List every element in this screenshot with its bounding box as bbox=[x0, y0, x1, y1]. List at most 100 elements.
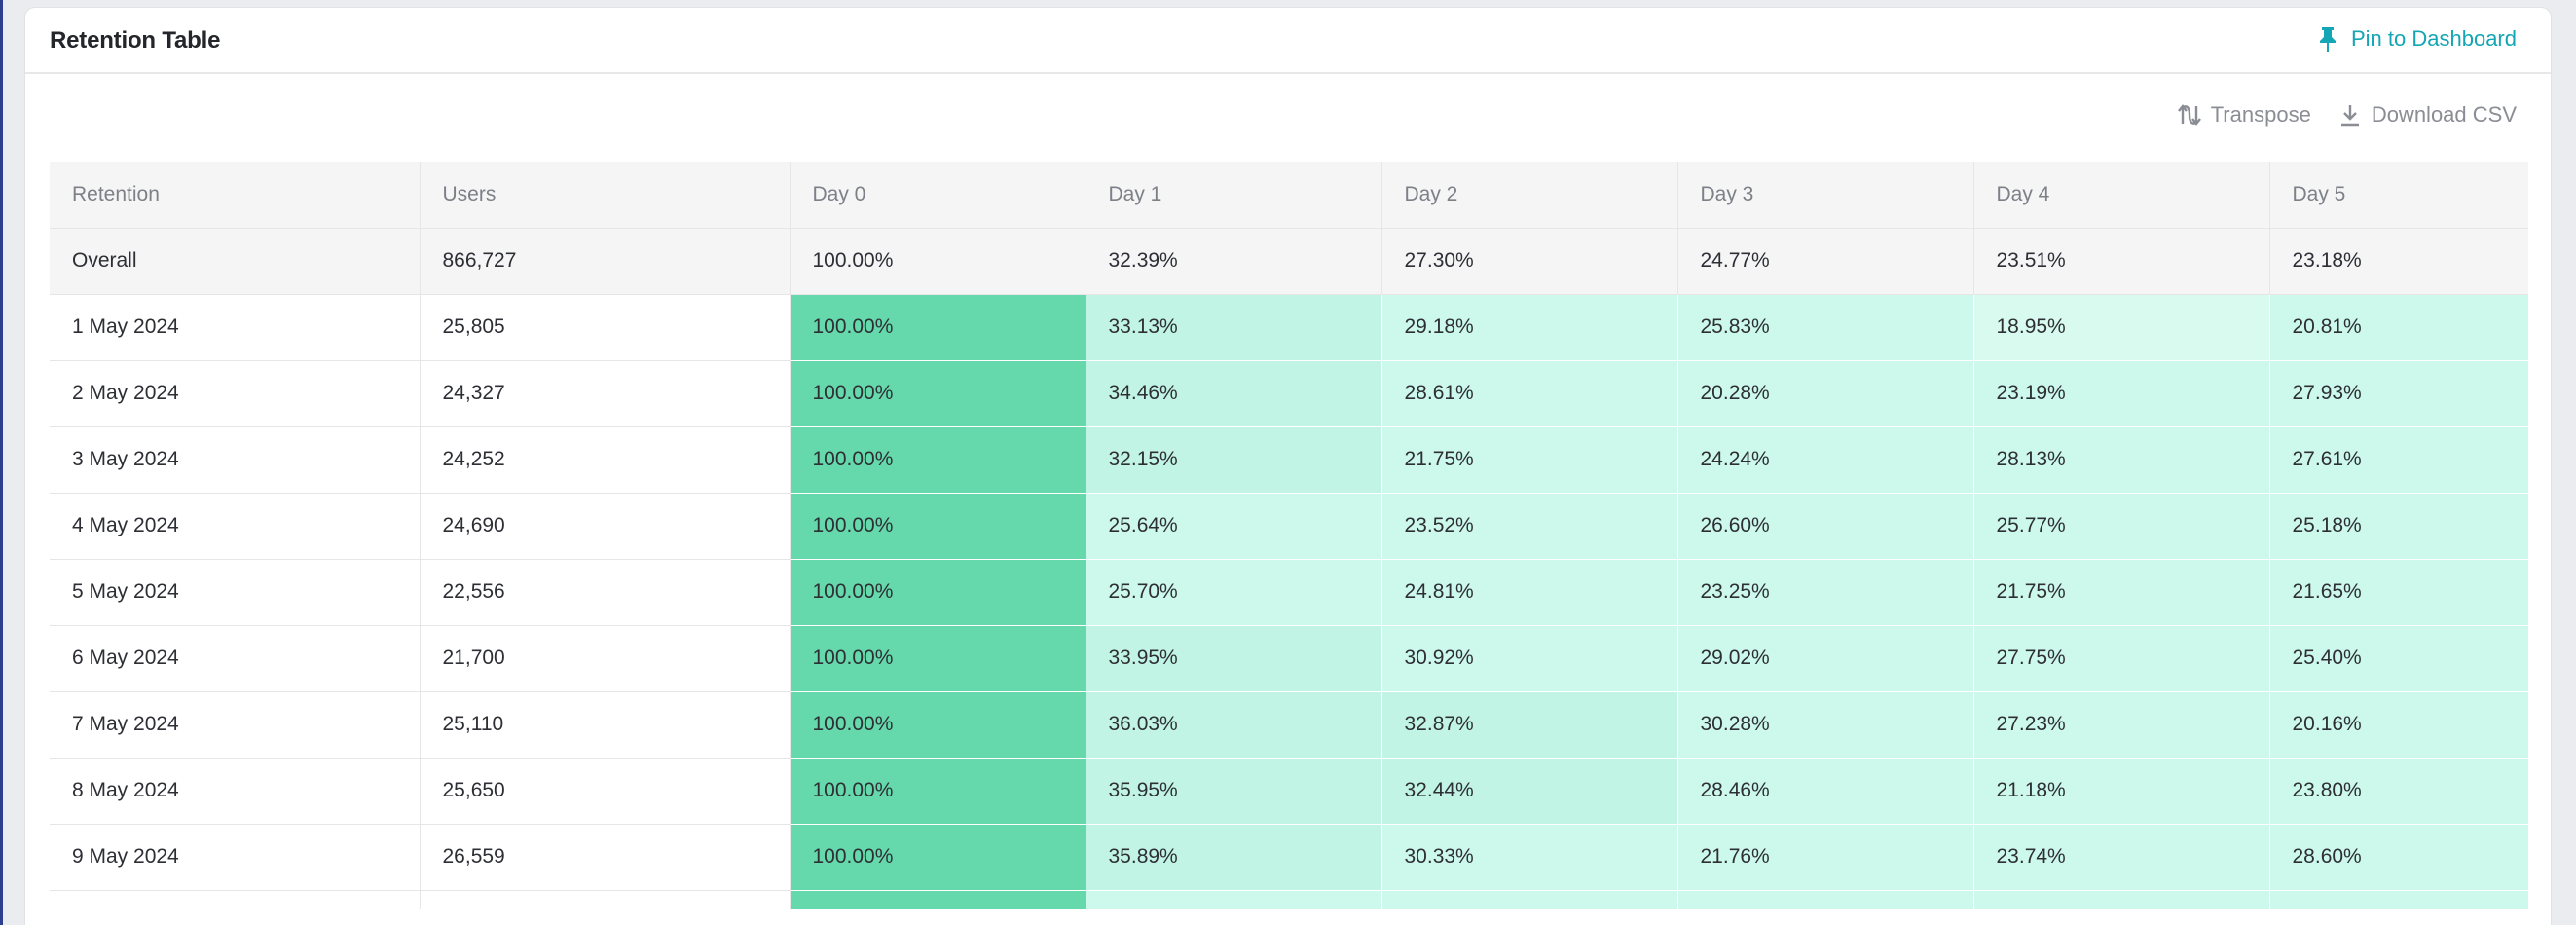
cohort-row: 5 May 2024 22,556 100.00% 25.70% 24.81% 23.25… bbox=[50, 559, 2528, 626]
users-cell: 25,805 bbox=[420, 294, 791, 361]
retention-day-4-cell: 23.74% bbox=[1973, 824, 2270, 891]
retention-day-1-cell: 35.89% bbox=[1086, 824, 1382, 891]
retention-day-5-cell: 25.40% bbox=[2269, 625, 2528, 692]
column-header[interactable]: Day 1 bbox=[1086, 162, 1382, 229]
download-csv-button[interactable]: Download CSV bbox=[2338, 102, 2517, 128]
users-cell: 21,700 bbox=[420, 625, 791, 692]
retention-day-0-cell: 100.00% bbox=[790, 559, 1086, 626]
column-header[interactable]: Day 4 bbox=[1973, 162, 2270, 229]
retention-day-5-cell: 23.80% bbox=[2269, 758, 2528, 825]
cohort-label-cell: 9 May 2024 bbox=[50, 824, 421, 891]
retention-day-4-cell: 25.77% bbox=[1973, 493, 2270, 560]
retention-day-4-cell: 28.13% bbox=[1973, 426, 2270, 494]
retention-table-wrapper[interactable]: Retention Users Day 0 Day 1 Day 2 Day 3 … bbox=[50, 162, 2528, 909]
cohort-row: 9 May 2024 26,559 100.00% 35.89% 30.33% 21.76… bbox=[50, 824, 2528, 891]
users-cell: 26,559 bbox=[420, 824, 791, 891]
transpose-icon bbox=[2177, 104, 2201, 126]
retention-day-3-cell: 23.25% bbox=[1677, 559, 1974, 626]
cohort-label-cell: 2 May 2024 bbox=[50, 360, 421, 427]
retention-day-2-cell: 21.75% bbox=[1381, 426, 1678, 494]
column-header[interactable]: Day 3 bbox=[1677, 162, 1974, 229]
retention-day-2-cell: 32.87% bbox=[1381, 691, 1678, 758]
retention-day-0-cell bbox=[790, 890, 1086, 909]
cohort-row bbox=[50, 890, 2528, 909]
cohort-row: 3 May 2024 24,252 100.00% 32.15% 21.75% 24.24… bbox=[50, 426, 2528, 494]
retention-day-1-cell: 25.64% bbox=[1086, 493, 1382, 560]
retention-day-3-cell: 21.76% bbox=[1677, 824, 1974, 891]
cohort-row: 2 May 2024 24,327 100.00% 34.46% 28.61% 20.28… bbox=[50, 360, 2528, 427]
retention-day-5-cell: 25.18% bbox=[2269, 493, 2528, 560]
retention-day-3-cell: 28.46% bbox=[1677, 758, 1974, 825]
users-cell: 866,727 bbox=[420, 228, 791, 295]
retention-day-5-cell: 27.61% bbox=[2269, 426, 2528, 494]
retention-day-4-cell: 27.75% bbox=[1973, 625, 2270, 692]
cohort-row: 1 May 2024 25,805 100.00% 33.13% 29.18% 25.83… bbox=[50, 294, 2528, 361]
pin-to-dashboard-button[interactable]: Pin to Dashboard bbox=[2316, 25, 2517, 53]
users-cell: 24,252 bbox=[420, 426, 791, 494]
retention-day-5-cell bbox=[2269, 890, 2528, 909]
retention-day-0-cell: 100.00% bbox=[790, 426, 1086, 494]
retention-day-2-cell: 30.33% bbox=[1381, 824, 1678, 891]
retention-day-1-cell bbox=[1086, 890, 1382, 909]
retention-day-5-cell: 23.18% bbox=[2269, 228, 2528, 295]
table-toolbar: Transpose Download CSV bbox=[2177, 102, 2517, 128]
users-cell: 24,690 bbox=[420, 493, 791, 560]
card-title: Retention Table bbox=[50, 27, 221, 54]
transpose-label: Transpose bbox=[2210, 102, 2311, 127]
column-header[interactable]: Day 2 bbox=[1381, 162, 1678, 229]
retention-day-0-cell: 100.00% bbox=[790, 625, 1086, 692]
card-header: Retention Table Pin to Dashboard bbox=[25, 8, 2551, 74]
retention-day-2-cell bbox=[1381, 890, 1678, 909]
retention-day-3-cell: 24.24% bbox=[1677, 426, 1974, 494]
retention-day-0-cell: 100.00% bbox=[790, 360, 1086, 427]
retention-day-4-cell: 23.19% bbox=[1973, 360, 2270, 427]
pin-icon bbox=[2320, 27, 2336, 52]
users-cell: 25,110 bbox=[420, 691, 791, 758]
retention-day-3-cell: 20.28% bbox=[1677, 360, 1974, 427]
window-edge bbox=[0, 0, 3, 925]
column-header[interactable]: Day 5 bbox=[2269, 162, 2528, 229]
retention-day-1-cell: 36.03% bbox=[1086, 691, 1382, 758]
cohort-label-cell: 3 May 2024 bbox=[50, 426, 421, 494]
retention-day-3-cell: 29.02% bbox=[1677, 625, 1974, 692]
retention-day-5-cell: 27.93% bbox=[2269, 360, 2528, 427]
retention-day-0-cell: 100.00% bbox=[790, 294, 1086, 361]
retention-day-4-cell: 27.23% bbox=[1973, 691, 2270, 758]
retention-day-0-cell: 100.00% bbox=[790, 824, 1086, 891]
table-header-row: Retention Users Day 0 Day 1 Day 2 Day 3 … bbox=[50, 162, 2528, 229]
column-header[interactable]: Day 0 bbox=[790, 162, 1086, 229]
retention-day-5-cell: 21.65% bbox=[2269, 559, 2528, 626]
retention-table: Retention Users Day 0 Day 1 Day 2 Day 3 … bbox=[50, 162, 2528, 909]
column-header[interactable]: Users bbox=[420, 162, 791, 229]
retention-day-3-cell: 30.28% bbox=[1677, 691, 1974, 758]
users-cell: 24,327 bbox=[420, 360, 791, 427]
column-header[interactable]: Retention bbox=[50, 162, 421, 229]
retention-day-0-cell: 100.00% bbox=[790, 228, 1086, 295]
retention-day-2-cell: 32.44% bbox=[1381, 758, 1678, 825]
download-icon bbox=[2340, 105, 2359, 127]
retention-day-4-cell: 23.51% bbox=[1973, 228, 2270, 295]
cohort-row: 4 May 2024 24,690 100.00% 25.64% 23.52% 26.60… bbox=[50, 493, 2528, 560]
retention-day-2-cell: 24.81% bbox=[1381, 559, 1678, 626]
users-cell: 22,556 bbox=[420, 559, 791, 626]
retention-card: Retention Table Pin to Dashboard Transpo… bbox=[25, 8, 2551, 925]
users-cell bbox=[420, 890, 791, 909]
retention-day-3-cell: 26.60% bbox=[1677, 493, 1974, 560]
retention-day-1-cell: 32.39% bbox=[1086, 228, 1382, 295]
retention-day-5-cell: 20.16% bbox=[2269, 691, 2528, 758]
cohort-label-cell: 8 May 2024 bbox=[50, 758, 421, 825]
retention-day-4-cell: 21.18% bbox=[1973, 758, 2270, 825]
retention-day-1-cell: 33.13% bbox=[1086, 294, 1382, 361]
cohort-label-cell: 5 May 2024 bbox=[50, 559, 421, 626]
retention-day-3-cell: 25.83% bbox=[1677, 294, 1974, 361]
cohort-row: 6 May 2024 21,700 100.00% 33.95% 30.92% 29.02… bbox=[50, 625, 2528, 692]
transpose-button[interactable]: Transpose bbox=[2177, 102, 2311, 128]
cohort-row: 7 May 2024 25,110 100.00% 36.03% 32.87% 30.28… bbox=[50, 691, 2528, 758]
overall-row: Overall 866,727 100.00% 32.39% 27.30% 24.77% 2… bbox=[50, 228, 2528, 295]
retention-day-0-cell: 100.00% bbox=[790, 691, 1086, 758]
retention-day-1-cell: 32.15% bbox=[1086, 426, 1382, 494]
retention-day-2-cell: 29.18% bbox=[1381, 294, 1678, 361]
retention-day-1-cell: 34.46% bbox=[1086, 360, 1382, 427]
retention-day-2-cell: 27.30% bbox=[1381, 228, 1678, 295]
cohort-label-cell: 6 May 2024 bbox=[50, 625, 421, 692]
